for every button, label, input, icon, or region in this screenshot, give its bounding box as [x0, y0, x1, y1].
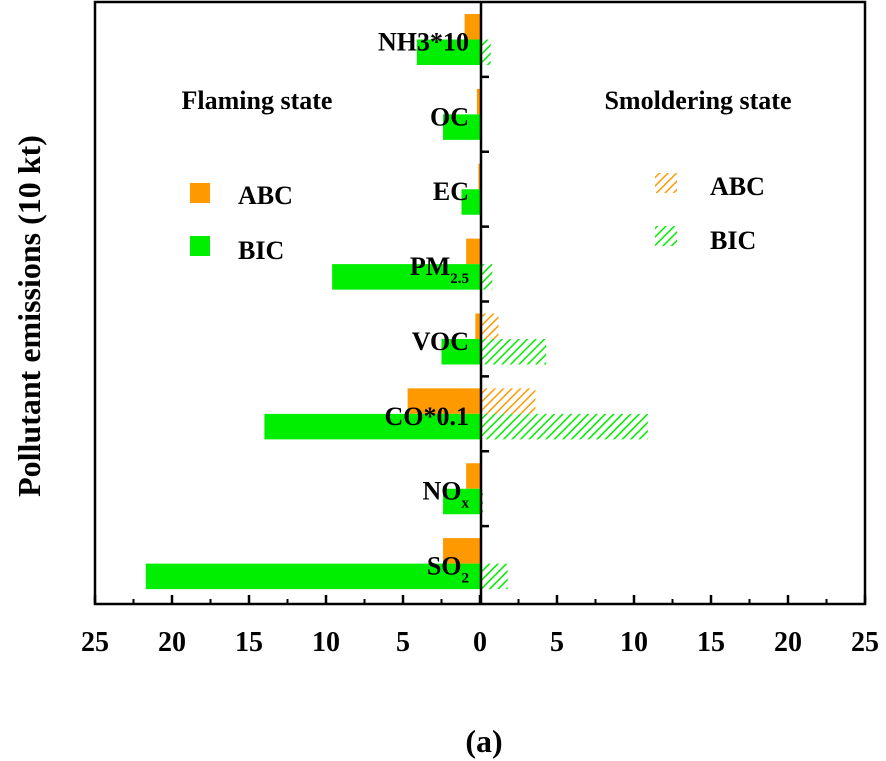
- x-tick-label: 5: [396, 627, 410, 658]
- flaming-abc-bar-3: [466, 238, 481, 265]
- smoldering-bic-bar-7: [481, 563, 508, 590]
- x-tick-label: 0: [473, 627, 487, 658]
- x-tick-label: 10: [312, 627, 340, 658]
- category-labels: NH3*10 OC EC PM2.5 VOC CO*0.1 NOx SO2: [378, 28, 470, 587]
- x-tick-label: 5: [550, 627, 564, 658]
- flaming-panel-title: Flaming state: [182, 86, 333, 115]
- flaming-bic-bar-2: [461, 189, 481, 215]
- category-label: CO*0.1: [385, 402, 470, 431]
- bars-layer: [145, 14, 648, 590]
- x-axis-ticks: [93, 595, 867, 604]
- smoldering-legend: ABC BIC: [655, 172, 765, 255]
- x-tick-label: 25: [81, 627, 109, 658]
- category-label: EC: [433, 177, 469, 206]
- x-tick-label: 25: [851, 627, 879, 658]
- category-label: VOC: [412, 327, 469, 356]
- flaming-abc-bar-5: [407, 388, 481, 414]
- smoldering-abc-bar-5: [481, 388, 536, 414]
- category-label: NOx: [423, 477, 470, 512]
- legend-swatch-smoldering-bic: [655, 226, 677, 246]
- flaming-bic-bar-6: [443, 488, 481, 515]
- legend-label-flaming-bic: BIC: [238, 236, 284, 265]
- smoldering-bic-bar-3: [481, 264, 493, 290]
- x-tick-label: 20: [158, 627, 186, 658]
- center-axis-ticks: [481, 75, 489, 528]
- flaming-abc-bar-2: [478, 163, 481, 190]
- flaming-bic-bar-7: [145, 563, 481, 590]
- flaming-abc-bar-4: [475, 313, 481, 339]
- x-tick-label: 20: [774, 627, 802, 658]
- x-axis-tick-labels: 25 20 15 10 5 0 5 10 15 20 25: [81, 627, 879, 658]
- legend-swatch-flaming-bic: [190, 236, 210, 256]
- category-label: PM2.5: [410, 252, 469, 287]
- smoldering-bic-bar-0: [481, 39, 491, 65]
- figure-caption: (a): [465, 723, 502, 759]
- smoldering-bic-bar-5: [481, 413, 648, 440]
- flaming-bic-bar-1: [443, 114, 481, 140]
- legend-label-flaming-abc: ABC: [238, 181, 293, 210]
- flaming-abc-bar-1: [476, 88, 481, 115]
- category-label: NH3*10: [378, 28, 469, 57]
- category-label: SO2: [427, 552, 469, 587]
- legend-swatch-smoldering-abc: [655, 173, 677, 193]
- flaming-abc-bar-0: [464, 14, 481, 40]
- flaming-bic-bar-5: [264, 413, 481, 440]
- flaming-bic-bar-3: [332, 264, 481, 290]
- smoldering-abc-bar-4: [481, 313, 499, 339]
- smoldering-bic-bar-4: [481, 338, 547, 365]
- flaming-bic-bar-4: [441, 338, 481, 365]
- category-label: OC: [430, 102, 469, 131]
- legend-label-smoldering-abc: ABC: [710, 172, 765, 201]
- smoldering-panel-title: Smoldering state: [604, 86, 791, 115]
- flaming-legend: ABC BIC: [190, 181, 293, 265]
- x-tick-label: 10: [620, 627, 648, 658]
- y-axis-title: Pollutant emissions (10 kt): [11, 135, 47, 497]
- flaming-abc-bar-7: [443, 538, 481, 564]
- x-tick-label: 15: [235, 627, 263, 658]
- legend-swatch-flaming-abc: [190, 183, 210, 203]
- x-tick-label: 15: [697, 627, 725, 658]
- flaming-abc-bar-6: [466, 463, 481, 489]
- flaming-bic-bar-0: [416, 39, 481, 65]
- legend-label-smoldering-bic: BIC: [710, 226, 756, 255]
